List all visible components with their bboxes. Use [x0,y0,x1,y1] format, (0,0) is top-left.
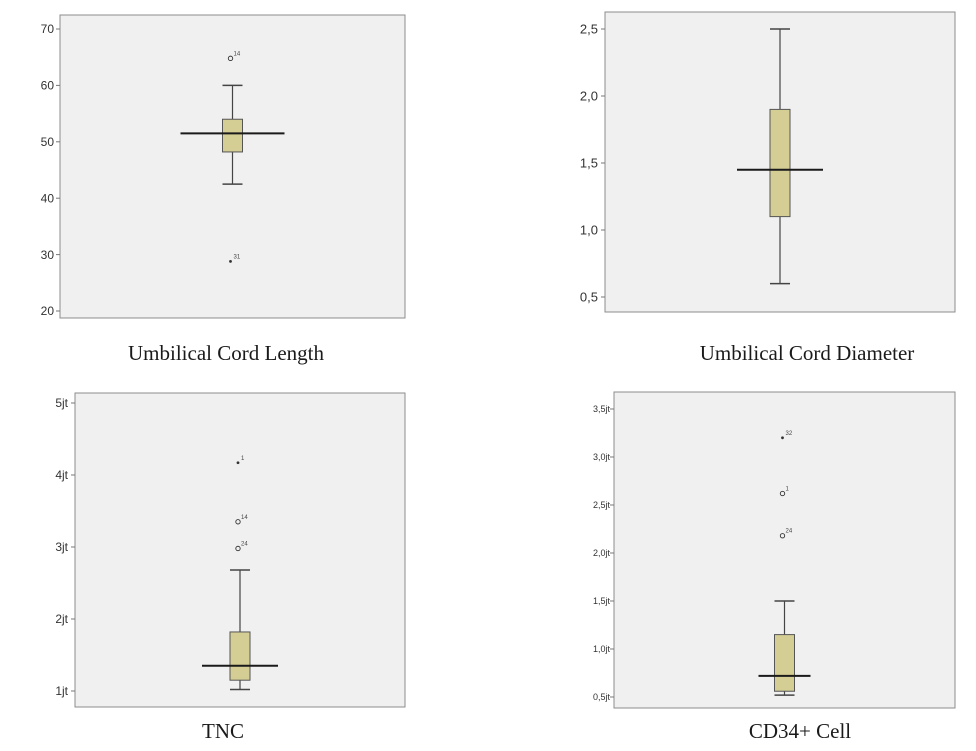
y-tick-label: 3,0jt [593,452,611,462]
y-tick-label: 50 [41,135,55,149]
iqr-box [229,631,251,681]
y-tick-label: 5jt [55,396,68,410]
chart-caption: Umbilical Cord Length [128,341,324,365]
y-tick-label: 1,0jt [593,644,611,654]
outlier-circle-1 [779,490,786,497]
y-tick-label: 20 [41,304,55,318]
chart-panel-3: 1jt 2jt 3jt 4jt 5jt 1 14 24 TNC [55,392,406,743]
y-tick-label: 30 [41,248,55,262]
y-tick-label: 4jt [55,468,68,482]
iqr-box [769,108,791,218]
iqr-box [774,634,795,692]
y-tick-label: 2,0jt [593,548,611,558]
y-tick-label: 70 [41,22,55,36]
chart-caption: TNC [202,719,244,743]
chart-panel-4: 0,5jt 1,0jt 1,5jt 2,0jt 2,5jt 3,0jt 3,5jt 32 1 24… [593,391,956,743]
outlier-label: 32 [786,431,793,437]
outlier-label: 31 [234,254,241,260]
y-tick-label: 2,5 [580,22,598,37]
y-tick-label: 3jt [55,540,68,554]
y-tick-label: 0,5 [580,290,598,305]
chart-panel-2: 0,5 1,0 1,5 2,0 2,5 Umbilical Cord Diameter [580,11,956,365]
y-tick-label: 60 [41,79,55,93]
y-tick-label: 0,5jt [593,692,611,702]
y-tick-label: 1,0 [580,223,598,238]
outlier-extreme-1 [229,259,232,263]
y-tick-label: 3,5jt [593,404,611,414]
y-tick-label: 2,0 [580,89,598,104]
outlier-circle-2 [779,533,786,539]
outlier-label: 14 [234,51,241,57]
y-tick-label: 2,5jt [593,500,611,510]
outlier-label: 24 [786,529,793,535]
outlier-extreme-0 [236,461,240,465]
y-tick-label: 1,5jt [593,596,611,606]
y-tick-label: 1,5 [580,156,598,171]
chart-panel-1: 20 30 40 50 60 70 14 31 Umbilical Cord Length [41,14,406,365]
outlier-label: 1 [786,486,790,492]
chart-caption: Umbilical Cord Diameter [700,341,915,365]
outlier-circle-0 [227,55,234,61]
outlier-circle-2 [235,545,241,552]
outlier-label: 1 [241,456,245,462]
y-tick-label: 40 [41,191,55,205]
chart-caption: CD34+ Cell [749,719,851,743]
iqr-box [222,118,243,153]
y-tick-label: 1jt [55,684,68,698]
y-tick-label: 2jt [55,612,68,626]
outlier-circle-1 [235,519,241,525]
outlier-label: 24 [241,541,248,547]
outlier-label: 14 [241,515,248,521]
outlier-extreme-0 [781,436,784,440]
